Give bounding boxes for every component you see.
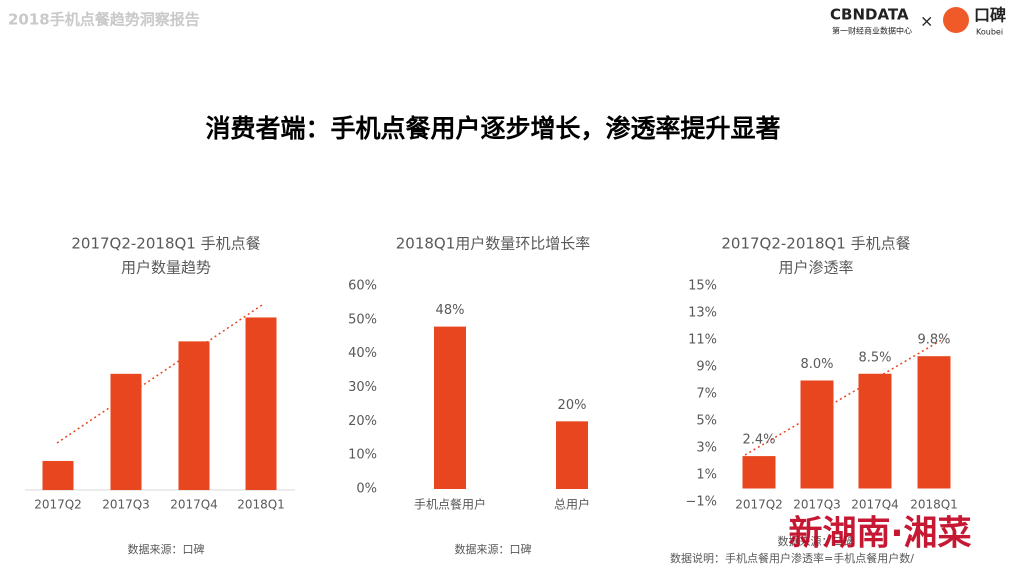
logo-koubei-sub: Koubei: [976, 28, 1003, 37]
logo-koubei: 口碑: [974, 6, 1006, 25]
y-tick-label: −1%: [685, 495, 717, 510]
trend-line: [56, 304, 263, 444]
y-tick-label: 1%: [696, 468, 717, 483]
x-tick-label: 2017Q3: [102, 498, 150, 512]
y-tick-label: 13%: [688, 306, 717, 321]
logo-cbndata-sub: 第一财经商业数据中心: [832, 26, 912, 36]
y-tick-label: 11%: [688, 333, 717, 348]
chart-title: 2017Q2-2018Q1 手机点餐: [721, 235, 910, 253]
trend-line: [744, 337, 946, 456]
y-tick-label: 7%: [696, 387, 717, 402]
x-tick-label: 2017Q4: [851, 498, 899, 512]
y-tick-label: 30%: [348, 380, 377, 395]
chart-title: 用户渗透率: [778, 259, 853, 277]
source: 数据来源：口碑: [778, 534, 855, 548]
chart-title: 2017Q2-2018Q1 手机点餐: [71, 235, 260, 253]
note: 数据说明：手机点餐用户渗透率=手机点餐用户数/: [670, 551, 914, 565]
y-tick-label: 40%: [348, 346, 377, 361]
y-tick-label: 3%: [696, 441, 717, 456]
value-label: 8.0%: [800, 357, 833, 372]
chart-title: 2018Q1用户数量环比增长率: [396, 235, 591, 253]
y-tick-label: 60%: [348, 279, 377, 294]
chart-title: 用户数量趋势: [121, 259, 211, 277]
bar: [245, 317, 277, 490]
source: 数据来源：口碑: [128, 542, 205, 556]
y-tick-label: 0%: [356, 482, 377, 497]
x-tick-label: 2017Q2: [34, 498, 82, 512]
value-label: 9.8%: [917, 333, 950, 348]
logo-times: ×: [920, 12, 933, 31]
bar: [917, 356, 951, 489]
source: 数据来源：口碑: [455, 542, 532, 556]
slide-title: 消费者端：手机点餐用户逐步增长，渗透率提升显著: [205, 114, 780, 143]
bar: [42, 460, 74, 490]
y-tick-label: 5%: [696, 414, 717, 429]
x-tick-label: 2018Q1: [910, 498, 958, 512]
y-tick-label: 50%: [348, 312, 377, 327]
value-label: 48%: [436, 303, 465, 318]
bar: [742, 456, 776, 489]
value-label: 8.5%: [858, 350, 891, 365]
y-tick-label: 10%: [348, 448, 377, 463]
logo-cbndata: CBNDATA: [830, 6, 909, 24]
x-tick-label: 2018Q1: [237, 498, 285, 512]
bar: [434, 326, 466, 489]
bar: [858, 373, 892, 489]
bar: [556, 421, 588, 489]
bar: [110, 373, 142, 490]
x-tick-label: 2017Q2: [735, 498, 783, 512]
watermark: 新湖南·湘菜: [789, 514, 972, 554]
report-name: 2018手机点餐趋势洞察报告: [8, 11, 200, 29]
x-tick-label: 2017Q3: [793, 498, 841, 512]
y-tick-label: 20%: [348, 414, 377, 429]
value-label: 2.4%: [742, 433, 775, 448]
bar: [800, 380, 834, 489]
y-tick-label: 9%: [696, 360, 717, 375]
value-label: 20%: [558, 398, 587, 413]
koubei-icon: [943, 7, 969, 33]
x-tick-label: 总用户: [554, 497, 590, 512]
x-tick-label: 2017Q4: [170, 498, 218, 512]
x-tick-label: 手机点餐用户: [414, 497, 486, 512]
bar: [178, 341, 210, 490]
y-tick-label: 15%: [688, 279, 717, 294]
